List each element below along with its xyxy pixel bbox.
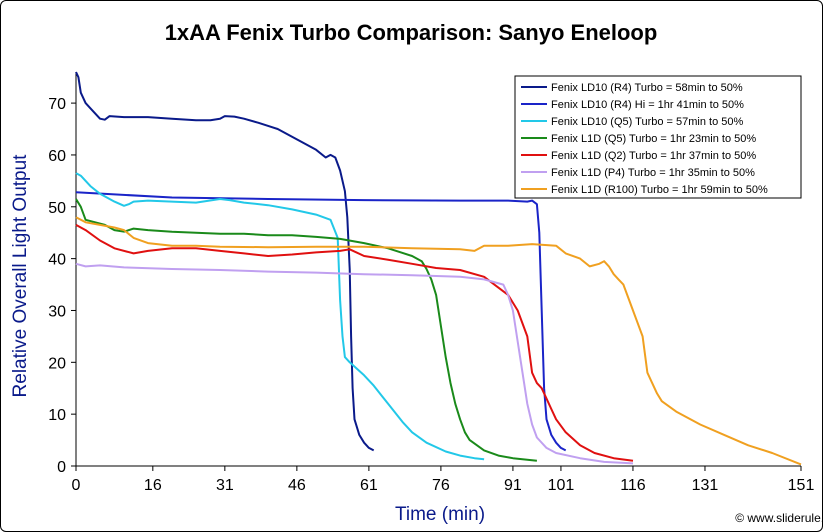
x-tick-label: 16 — [144, 477, 162, 494]
x-tick-label: 76 — [432, 477, 450, 494]
x-tick-label: 46 — [288, 477, 306, 494]
series-line-3 — [75, 172, 485, 461]
y-tick-label: 50 — [48, 200, 66, 217]
legend-box — [514, 75, 802, 199]
plot-series — [75, 71, 802, 466]
y-tick-label: 30 — [48, 303, 66, 320]
y-tick-label: 40 — [48, 252, 66, 269]
x-tick-label: 31 — [216, 477, 234, 494]
x-axis-label: Time (min) — [395, 504, 485, 525]
y-axis-label: Relative Overall Light Output — [10, 154, 31, 398]
x-tick-label: 101 — [548, 477, 575, 494]
legend-items: Fenix LD10 (R4) Turbo = 58min to 50% Feni… — [521, 82, 768, 196]
legend-label-5: Fenix L1D (Q2) Turbo = 1hr 37min to 50% — [551, 150, 756, 162]
axes — [71, 72, 802, 471]
legend-label-4: Fenix L1D (Q5) Turbo = 1hr 23min to 50% — [551, 133, 756, 145]
y-tick-label: 70 — [48, 96, 66, 113]
x-tick-labels: 0 16 31 46 61 76 91 101 116 131 151 — [72, 477, 815, 494]
x-tick-label: 0 — [72, 477, 81, 494]
x-tick-label: 151 — [788, 477, 815, 494]
y-tick-label: 20 — [48, 355, 66, 372]
y-tick-label: 60 — [48, 148, 66, 165]
legend-label-7: Fenix L1D (R100) Turbo = 1hr 59min to 50… — [551, 184, 768, 196]
x-tick-label: 131 — [692, 477, 719, 494]
series-line-4 — [75, 198, 538, 462]
series-line-1 — [75, 71, 375, 452]
series-line-7 — [75, 216, 802, 466]
y-tick-label: 10 — [48, 407, 66, 424]
series-line-5 — [75, 224, 634, 462]
y-tick-label: 0 — [57, 459, 66, 476]
series-line-2 — [75, 191, 567, 452]
chart-title: 1xAA Fenix Turbo Comparison: Sanyo Enelo… — [165, 20, 658, 45]
x-tick-label: 116 — [620, 477, 646, 494]
x-tick-label: 91 — [504, 477, 522, 494]
legend-label-6: Fenix L1D (P4) Turbo = 1hr 35min to 50% — [551, 167, 755, 179]
watermark-text: © www.sliderule.ca — [735, 511, 823, 525]
series-line-6 — [75, 262, 634, 465]
legend-label-1: Fenix LD10 (R4) Turbo = 58min to 50% — [551, 82, 743, 94]
legend-label-3: Fenix LD10 (Q5) Turbo = 57min to 50% — [551, 116, 744, 128]
legend-label-2: Fenix LD10 (R4) Hi = 1hr 41min to 50% — [551, 99, 744, 111]
x-tick-label: 61 — [360, 477, 378, 494]
legend: Fenix LD10 (R4) Turbo = 58min to 50% Feni… — [514, 75, 802, 199]
y-tick-labels: 0 10 20 30 40 50 60 70 — [48, 96, 66, 476]
